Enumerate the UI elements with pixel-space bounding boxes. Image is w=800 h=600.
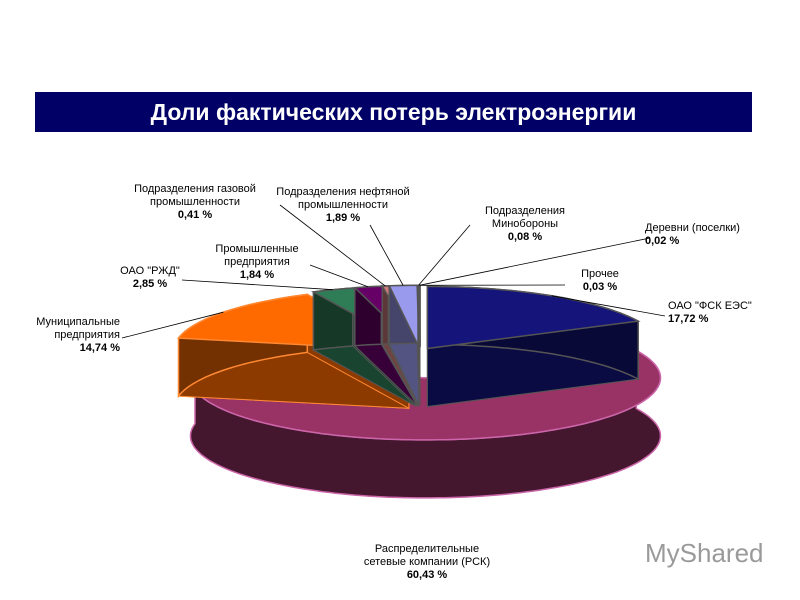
slice-top xyxy=(418,284,421,348)
leader-line xyxy=(369,224,404,286)
category-label: Прочее xyxy=(581,268,619,280)
data-label: Подразделения нефтяной промышленности 1,8… xyxy=(268,186,418,225)
value-label: 0,08 % xyxy=(507,231,543,243)
leader-line xyxy=(418,224,471,286)
value-label: 0,03 % xyxy=(582,281,618,293)
value-label: 17,72 % xyxy=(668,313,709,325)
data-label: Подразделения газовой промышленности 0,41… xyxy=(120,183,270,222)
value-label: 0,02 % xyxy=(645,235,680,247)
category-label: Промышленные предприятия xyxy=(215,243,299,268)
value-label: 1,84 % xyxy=(239,269,275,281)
category-label: Подразделения газовой промышленности xyxy=(134,183,256,208)
pie-slice xyxy=(388,284,420,406)
value-label: 1,89 % xyxy=(325,212,361,224)
watermark: MyShared xyxy=(645,538,764,568)
category-label: Деревни (поселки) xyxy=(645,222,740,234)
chart-title: Доли фактических потерь электроэнергии xyxy=(35,92,752,132)
leader-line xyxy=(419,237,651,286)
category-label: Подразделения нефтяной промышленности xyxy=(276,186,410,211)
data-label: Деревни (поселки) 0,02 % xyxy=(645,222,740,248)
category-label: ОАО "ФСК ЕЭС" xyxy=(668,300,752,312)
data-label: Прочее 0,03 % xyxy=(525,268,675,294)
value-label: 14,74 % xyxy=(79,342,120,354)
leader-line xyxy=(309,264,369,288)
leader-line xyxy=(279,204,386,287)
leader-line xyxy=(551,295,666,317)
data-label: ОАО "ФСК ЕЭС" 17,72 % xyxy=(668,300,752,326)
value-label: 2,85 % xyxy=(132,278,168,290)
pie-slice xyxy=(426,285,641,408)
leader-line xyxy=(121,311,224,339)
data-label: Распределительные сетевые компании (РСК)… xyxy=(352,543,502,582)
data-label: Муниципальные предприятия 14,74 % xyxy=(20,316,120,355)
data-label: ОАО "РЖД" 2,85 % xyxy=(75,265,225,291)
data-label: Промышленные предприятия 1,84 % xyxy=(182,243,332,282)
category-label: Муниципальные предприятия xyxy=(36,316,120,341)
data-label: Подразделения Минобороны 0,08 % xyxy=(450,205,600,244)
category-label: Подразделения Минобороны xyxy=(485,205,565,230)
value-label: 60,43 % xyxy=(406,569,448,581)
value-label: 0,41 % xyxy=(177,209,213,221)
pie-slice xyxy=(418,284,421,406)
category-label: Распределительные сетевые компании (РСК) xyxy=(363,543,491,568)
category-label: ОАО "РЖД" xyxy=(120,265,180,277)
leader-line xyxy=(181,279,333,291)
